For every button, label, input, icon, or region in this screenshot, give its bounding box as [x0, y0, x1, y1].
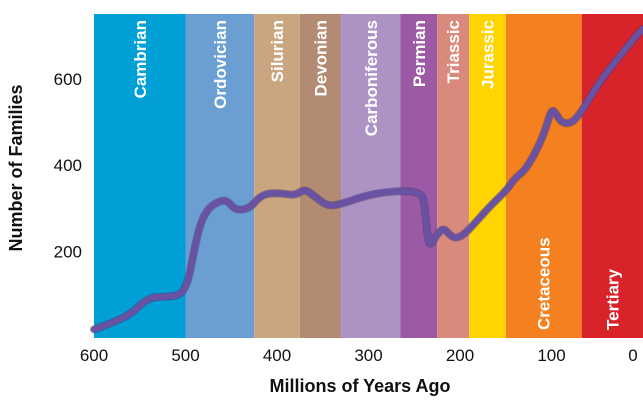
x-tick-label: 0	[628, 346, 637, 365]
period-band-triassic	[437, 14, 470, 338]
y-axis-ticks: 200 400 600	[54, 70, 82, 262]
period-label-cretaceous: Cretaceous	[535, 237, 554, 330]
period-band-ordovician	[185, 14, 255, 338]
period-label-ordovician: Ordovician	[211, 20, 230, 109]
period-label-devonian: Devonian	[311, 20, 330, 97]
x-tick-label: 200	[446, 346, 474, 365]
series-line	[91, 26, 643, 333]
period-label-triassic: Triassic	[444, 20, 463, 83]
period-band-cambrian	[94, 14, 186, 338]
x-axis-ticks: 600 500 400 300 200 100 0	[80, 346, 638, 365]
x-tick-label: 400	[263, 346, 291, 365]
period-band-jurassic	[469, 14, 506, 338]
x-tick-label: 100	[537, 346, 565, 365]
y-axis-title: Number of Families	[6, 84, 26, 251]
y-tick-label: 200	[54, 243, 82, 262]
period-band-silurian	[254, 14, 300, 338]
x-tick-label: 500	[171, 346, 199, 365]
period-label-carboniferous: Carboniferous	[362, 20, 381, 136]
period-band-devonian	[299, 14, 342, 338]
y-tick-label: 600	[54, 70, 82, 89]
period-label-cambrian: Cambrian	[131, 20, 150, 98]
y-tick-label: 400	[54, 156, 82, 175]
period-label-silurian: Silurian	[268, 20, 287, 82]
x-tick-label: 300	[354, 346, 382, 365]
period-label-tertiary: Tertiary	[603, 268, 622, 330]
series-layer	[90, 25, 643, 334]
x-tick-label: 600	[80, 346, 108, 365]
period-labels: Cambrian Ordovician Silurian Devonian Carbon…	[131, 20, 623, 330]
period-label-permian: Permian	[410, 20, 429, 87]
x-axis-title: Millions of Years Ago	[269, 376, 450, 396]
period-band-permian	[400, 14, 438, 338]
period-band-carboniferous	[341, 14, 401, 338]
period-label-jurassic: Jurassic	[478, 20, 497, 89]
